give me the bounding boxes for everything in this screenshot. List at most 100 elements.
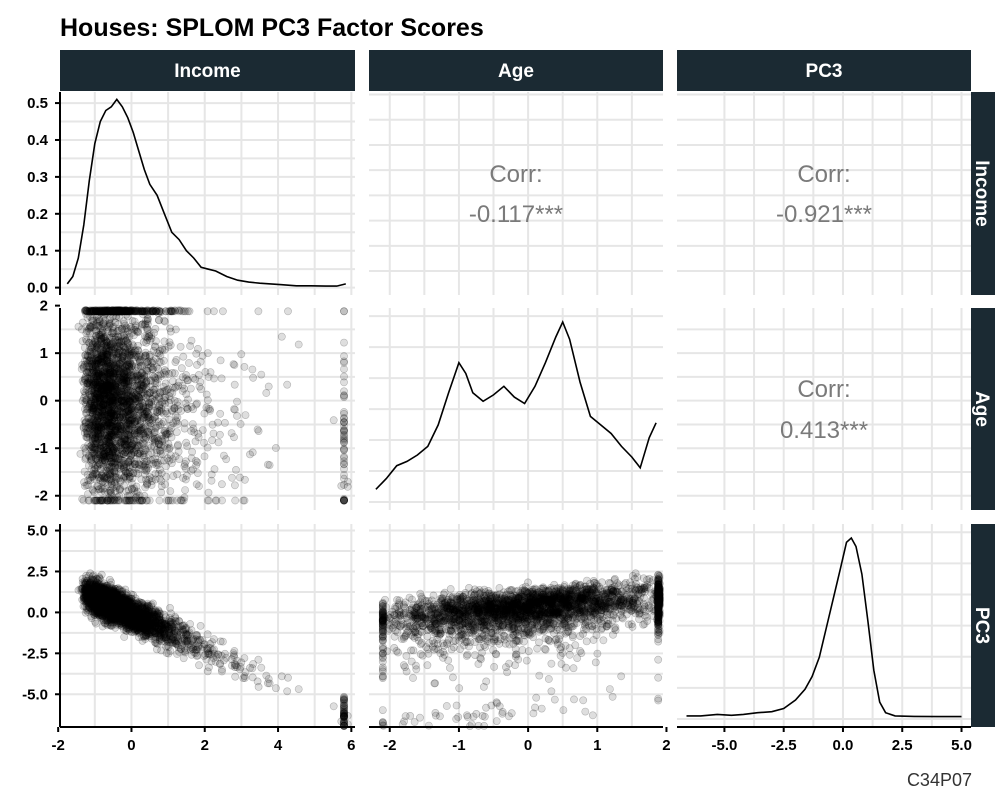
scatter-point (257, 370, 266, 379)
scatter-point (140, 371, 149, 379)
scatter-point (86, 476, 95, 485)
scatter-point (340, 457, 348, 466)
scatter-point (105, 441, 114, 450)
scatter-point (141, 398, 149, 407)
scatter-point (160, 366, 169, 374)
chart-title: Houses: SPLOM PC3 Factor Scores (60, 14, 484, 42)
scatter-point (175, 648, 184, 656)
scatter-point (105, 392, 113, 400)
scatter-point (237, 350, 246, 359)
scatter-point (123, 383, 131, 391)
scatter-point (143, 390, 152, 399)
scatter-point (120, 306, 129, 315)
scatter-point (102, 346, 111, 355)
scatter-point (174, 381, 183, 390)
scatter-point (81, 444, 90, 453)
scatter-point (94, 340, 102, 349)
scatter-point (216, 356, 225, 365)
scatter-point (117, 324, 126, 333)
scatter-point (137, 496, 146, 505)
scatter-income-vs-pc3 (74, 569, 352, 730)
scatter-point (182, 471, 191, 480)
scatter-point (167, 433, 176, 442)
scatter-point (262, 671, 271, 680)
scatter-point (271, 444, 280, 452)
scatter-point (97, 488, 106, 496)
scatter-point (82, 433, 91, 442)
scatter-point (146, 422, 155, 430)
scatter-point (179, 496, 188, 505)
scatter-point (209, 429, 218, 438)
scatter-point (107, 462, 115, 471)
scatter-point (209, 307, 218, 316)
scatter-point (254, 307, 263, 316)
scatter-point (94, 307, 103, 316)
scatter-point (136, 417, 145, 425)
scatter-point (105, 315, 114, 323)
scatter-point (271, 684, 280, 693)
scatter-point (128, 316, 137, 325)
scatter-point (215, 430, 224, 439)
scatter-point (257, 663, 266, 672)
scatter-point (277, 332, 286, 341)
scatter-point (135, 381, 143, 390)
scatter-point (97, 423, 105, 432)
scatter-point (340, 418, 348, 427)
scatter-point (88, 421, 97, 430)
scatter-point (155, 403, 164, 412)
scatter-point (217, 480, 226, 489)
scatter-point (204, 496, 213, 505)
scatter-point (113, 364, 122, 373)
scatter-point (148, 394, 157, 403)
scatter-point (191, 375, 200, 384)
scatter-point (105, 320, 114, 329)
scatter-point (131, 353, 140, 362)
scatter-point (214, 438, 223, 447)
scatter-point (105, 395, 114, 403)
scatter-point (99, 496, 108, 505)
scatter-point (340, 338, 348, 347)
scatter-point (152, 337, 160, 345)
scatter-point (194, 433, 203, 442)
scatter-point (92, 369, 101, 377)
scatter-point (102, 307, 110, 316)
scatter-point (168, 368, 177, 377)
scatter-point (161, 379, 170, 388)
scatter-point (166, 604, 174, 612)
scatter-point (121, 467, 130, 476)
scatter-point (284, 307, 292, 316)
scatter-point (340, 474, 348, 483)
scatter-point (137, 320, 146, 329)
scatter-point (175, 455, 184, 463)
scatter-point (87, 335, 95, 344)
scatter-point (81, 306, 90, 315)
scatter-point (85, 496, 94, 505)
panel-income-income (60, 92, 355, 295)
scatter-point (106, 408, 114, 417)
scatter-point (156, 351, 165, 360)
panel-pc3-income (60, 524, 355, 727)
scatter-point (180, 419, 189, 428)
scatter-point (132, 482, 141, 491)
scatter-point (161, 307, 170, 316)
scatter-point (151, 379, 160, 387)
scatter-point (208, 436, 216, 445)
scatter-point (108, 353, 117, 362)
scatter-point (164, 439, 173, 448)
scatter-point (130, 426, 139, 435)
scatter-point (340, 495, 348, 504)
scatter-point (141, 378, 150, 387)
scatter-point (148, 402, 157, 411)
scatter-point (89, 486, 98, 495)
scatter-point (112, 399, 121, 407)
scatter-point (120, 392, 129, 401)
scatter-point (138, 383, 147, 392)
scatter-point (198, 426, 207, 434)
scatter-point (113, 352, 122, 361)
scatter-point (113, 407, 121, 416)
scatter-point (227, 429, 236, 437)
scatter-point (184, 376, 192, 385)
scatter-point (108, 382, 116, 390)
scatter-point (97, 307, 106, 316)
